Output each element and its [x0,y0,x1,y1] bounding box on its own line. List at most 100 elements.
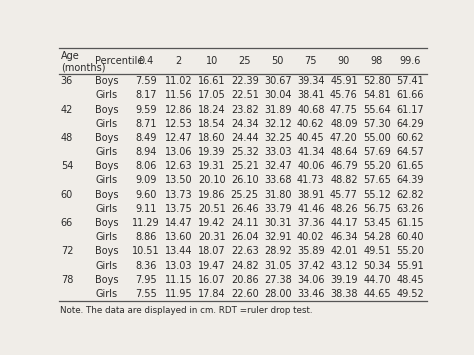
Text: Boys: Boys [95,105,119,115]
Text: 30.04: 30.04 [264,91,292,100]
Text: 48.82: 48.82 [330,175,358,185]
Text: 41.46: 41.46 [297,204,325,214]
Text: 30.67: 30.67 [264,76,292,86]
Text: Girls: Girls [95,261,118,271]
Text: 7.59: 7.59 [136,76,157,86]
Text: 33.46: 33.46 [297,289,325,299]
Text: 46.34: 46.34 [330,232,358,242]
Text: 57.65: 57.65 [363,175,391,185]
Text: 38.41: 38.41 [297,91,325,100]
Text: 75: 75 [305,56,317,66]
Text: 25: 25 [238,56,251,66]
Text: 32.47: 32.47 [264,161,292,171]
Text: 64.39: 64.39 [396,175,424,185]
Text: 18.07: 18.07 [198,246,226,256]
Text: 64.57: 64.57 [396,147,424,157]
Text: 48.64: 48.64 [330,147,358,157]
Text: 13.75: 13.75 [164,204,192,214]
Text: 33.79: 33.79 [264,204,292,214]
Text: 11.29: 11.29 [132,218,160,228]
Text: Boys: Boys [95,133,119,143]
Text: 55.00: 55.00 [363,133,391,143]
Text: Girls: Girls [95,204,118,214]
Text: Age: Age [61,51,80,61]
Text: 50.34: 50.34 [363,261,391,271]
Text: 55.20: 55.20 [396,246,424,256]
Text: 11.56: 11.56 [165,91,192,100]
Text: 55.20: 55.20 [363,161,391,171]
Text: 8.36: 8.36 [136,261,157,271]
Text: 38.38: 38.38 [330,289,358,299]
Text: Girls: Girls [95,175,118,185]
Text: Boys: Boys [95,161,119,171]
Text: 30.31: 30.31 [264,218,292,228]
Text: 90: 90 [338,56,350,66]
Text: 47.75: 47.75 [330,105,358,115]
Text: 8.49: 8.49 [136,133,157,143]
Text: 52.80: 52.80 [363,76,391,86]
Text: 13.73: 13.73 [165,190,192,200]
Text: 44.70: 44.70 [363,275,391,285]
Text: 24.11: 24.11 [231,218,258,228]
Text: 8.94: 8.94 [136,147,157,157]
Text: 45.91: 45.91 [330,76,358,86]
Text: 48.26: 48.26 [330,204,358,214]
Text: 60.40: 60.40 [396,232,424,242]
Text: 45.77: 45.77 [330,190,358,200]
Text: Boys: Boys [95,246,119,256]
Text: 42.01: 42.01 [330,246,358,256]
Text: Girls: Girls [95,147,118,157]
Text: 34.06: 34.06 [297,275,325,285]
Text: 28.92: 28.92 [264,246,292,256]
Text: 40.45: 40.45 [297,133,325,143]
Text: Girls: Girls [95,289,118,299]
Text: 12.63: 12.63 [165,161,192,171]
Text: 8.06: 8.06 [136,161,157,171]
Text: 64.29: 64.29 [396,119,424,129]
Text: 24.82: 24.82 [231,261,259,271]
Text: 50: 50 [272,56,284,66]
Text: 42: 42 [61,105,73,115]
Text: 39.19: 39.19 [330,275,358,285]
Text: 54.28: 54.28 [363,232,391,242]
Text: 55.91: 55.91 [396,261,424,271]
Text: 17.05: 17.05 [198,91,226,100]
Text: 13.03: 13.03 [165,261,192,271]
Text: 9.59: 9.59 [136,105,157,115]
Text: 56.75: 56.75 [363,204,391,214]
Text: 19.47: 19.47 [198,261,226,271]
Text: 25.21: 25.21 [231,161,259,171]
Text: 61.17: 61.17 [396,105,424,115]
Text: 18.24: 18.24 [198,105,226,115]
Text: 46.79: 46.79 [330,161,358,171]
Text: Boys: Boys [95,218,119,228]
Text: 61.15: 61.15 [396,218,424,228]
Text: 13.44: 13.44 [165,246,192,256]
Text: 22.39: 22.39 [231,76,259,86]
Text: 78: 78 [61,275,73,285]
Text: 60: 60 [61,190,73,200]
Text: 8.71: 8.71 [136,119,157,129]
Text: 18.54: 18.54 [198,119,226,129]
Text: 17.84: 17.84 [198,289,226,299]
Text: 9.60: 9.60 [136,190,157,200]
Text: 39.34: 39.34 [297,76,325,86]
Text: Boys: Boys [95,190,119,200]
Text: 11.95: 11.95 [165,289,192,299]
Text: 35.89: 35.89 [297,246,325,256]
Text: Boys: Boys [95,275,119,285]
Text: 8.17: 8.17 [136,91,157,100]
Text: 33.03: 33.03 [264,147,292,157]
Text: 60.62: 60.62 [396,133,424,143]
Text: 26.46: 26.46 [231,204,258,214]
Text: 38.91: 38.91 [297,190,325,200]
Text: 48.45: 48.45 [396,275,424,285]
Text: 20.31: 20.31 [198,232,226,242]
Text: 61.66: 61.66 [396,91,424,100]
Text: 18.60: 18.60 [198,133,225,143]
Text: 16.07: 16.07 [198,275,226,285]
Text: 20.10: 20.10 [198,175,226,185]
Text: 31.89: 31.89 [264,105,292,115]
Text: 32.25: 32.25 [264,133,292,143]
Text: 40.62: 40.62 [297,119,325,129]
